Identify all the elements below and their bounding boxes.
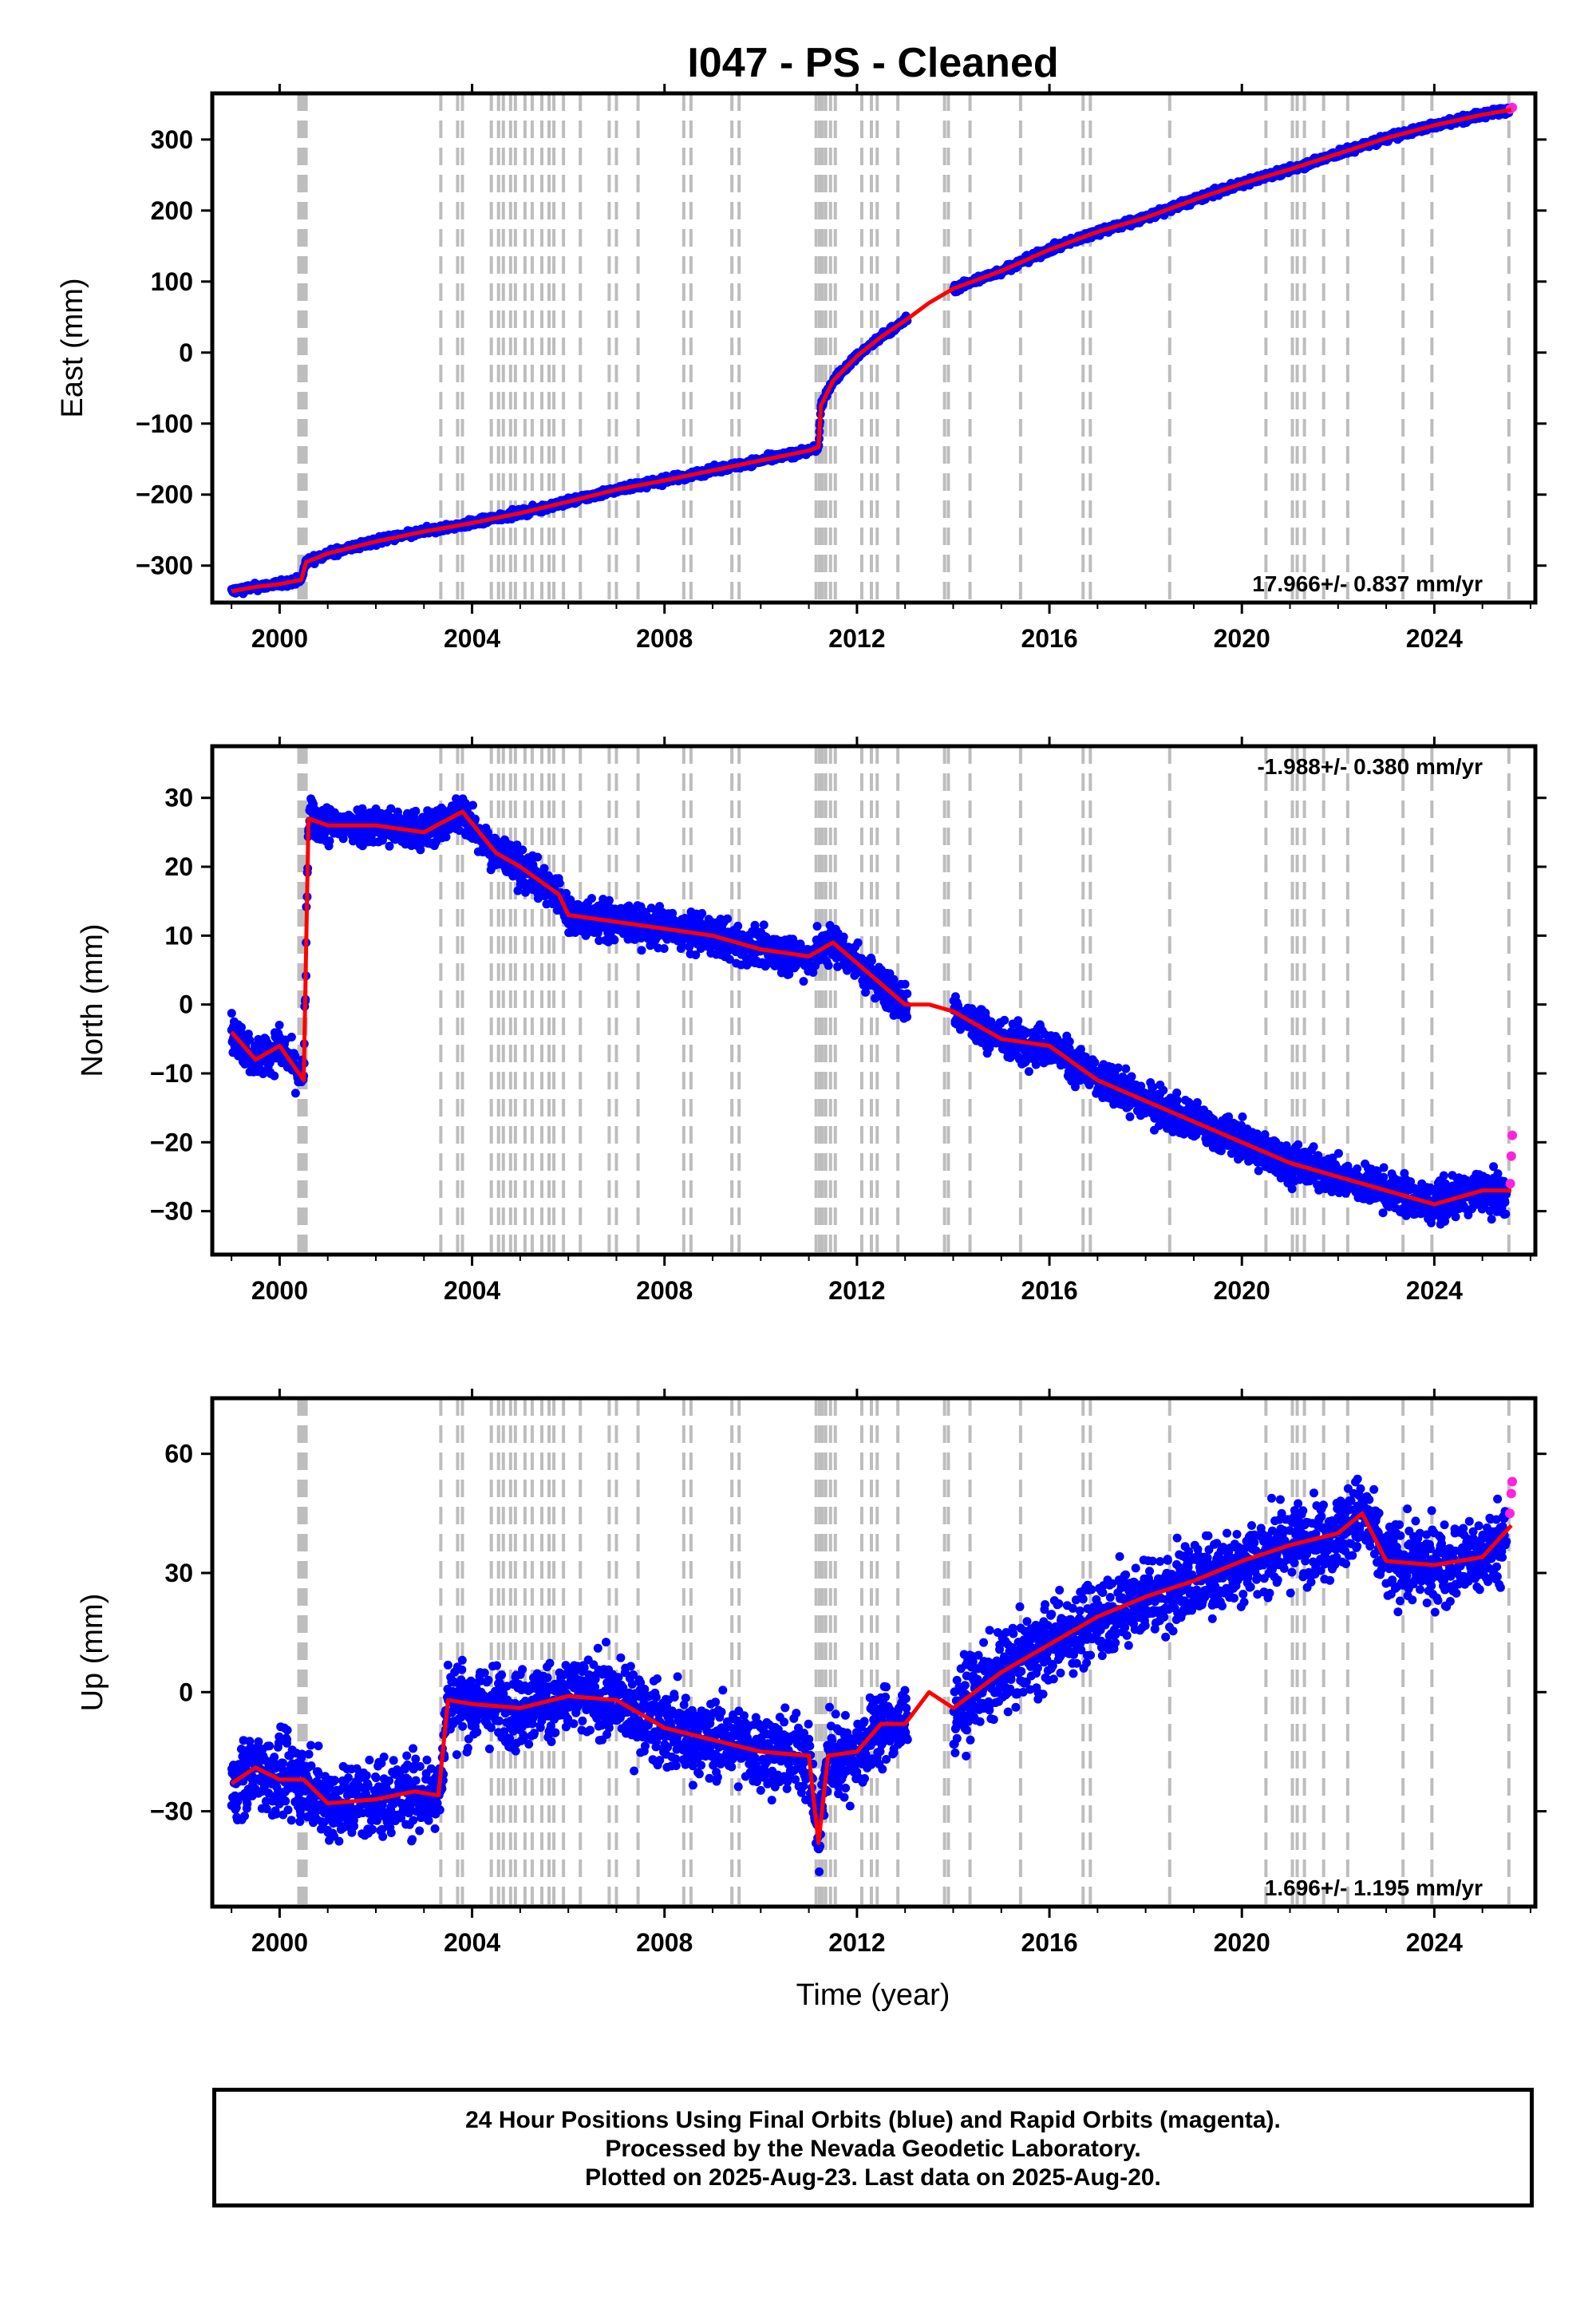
y-tick-label: −300 xyxy=(136,551,193,580)
data-point xyxy=(659,944,669,953)
data-point xyxy=(455,826,464,836)
data-point xyxy=(637,946,646,955)
data-point xyxy=(325,836,334,846)
x-tick-label: 2024 xyxy=(1406,624,1463,653)
data-point xyxy=(290,1089,300,1098)
x-tick-label: 2008 xyxy=(636,624,693,653)
y-tick-label: 100 xyxy=(151,267,193,296)
rate-text-east: 17.966+/- 0.837 mm/yr xyxy=(1252,571,1483,596)
data-point xyxy=(610,935,619,945)
data-point xyxy=(275,1021,284,1030)
x-tick-label: 2020 xyxy=(1214,624,1270,653)
data-point xyxy=(668,908,678,918)
data-point xyxy=(411,806,421,816)
x-tick-label: 2012 xyxy=(828,624,885,653)
data-point xyxy=(227,1009,236,1018)
y-axis-label-east: East (mm) xyxy=(56,278,89,417)
data-point xyxy=(468,800,477,810)
panel-north: 2000 2004 2008 2012 2016 2020 2024−30−20−10010… xyxy=(76,737,1547,1305)
data-point xyxy=(697,909,707,918)
data-point xyxy=(521,887,530,897)
data-point xyxy=(533,852,543,862)
data-point xyxy=(237,1022,246,1032)
data-point xyxy=(539,864,549,873)
x-tick-label: 2016 xyxy=(1021,624,1077,653)
data-point xyxy=(595,936,604,946)
data-point xyxy=(460,799,470,808)
data-point xyxy=(604,895,614,905)
event-lines-east xyxy=(297,93,1511,603)
plot-frame-east xyxy=(210,91,1538,605)
plot-title: I047 - PS - Cleaned xyxy=(687,40,1058,86)
data-point xyxy=(685,942,694,951)
data-point xyxy=(385,841,394,851)
y-tick-label: −200 xyxy=(136,480,193,509)
data-point xyxy=(386,804,396,813)
data-point xyxy=(555,879,564,888)
y-tick-label: 0 xyxy=(179,338,193,367)
data-point xyxy=(587,894,596,903)
y-tick-label: 200 xyxy=(151,196,193,225)
panel-east: 2000 2004 2008 2012 2016 2020 2024−300−200−100… xyxy=(56,84,1547,653)
y-tick-label: −100 xyxy=(136,409,193,438)
data-point xyxy=(270,1071,279,1081)
event-lines-north xyxy=(297,746,1511,1255)
y-tick-label: 300 xyxy=(151,125,193,154)
final-orbit-points-north xyxy=(227,794,1511,1229)
data-point xyxy=(723,914,733,923)
data-point xyxy=(562,888,571,898)
x-tick-label: 2000 xyxy=(251,624,308,653)
x-tick-label: 2004 xyxy=(444,624,500,653)
data-point xyxy=(441,832,451,842)
data-point xyxy=(377,808,386,818)
model-line-east xyxy=(231,108,1512,594)
data-point xyxy=(245,1035,255,1045)
data-point xyxy=(290,1051,300,1061)
data-point xyxy=(286,1033,296,1041)
data-point xyxy=(518,845,527,855)
data-point xyxy=(416,845,425,855)
data-point xyxy=(471,814,480,824)
